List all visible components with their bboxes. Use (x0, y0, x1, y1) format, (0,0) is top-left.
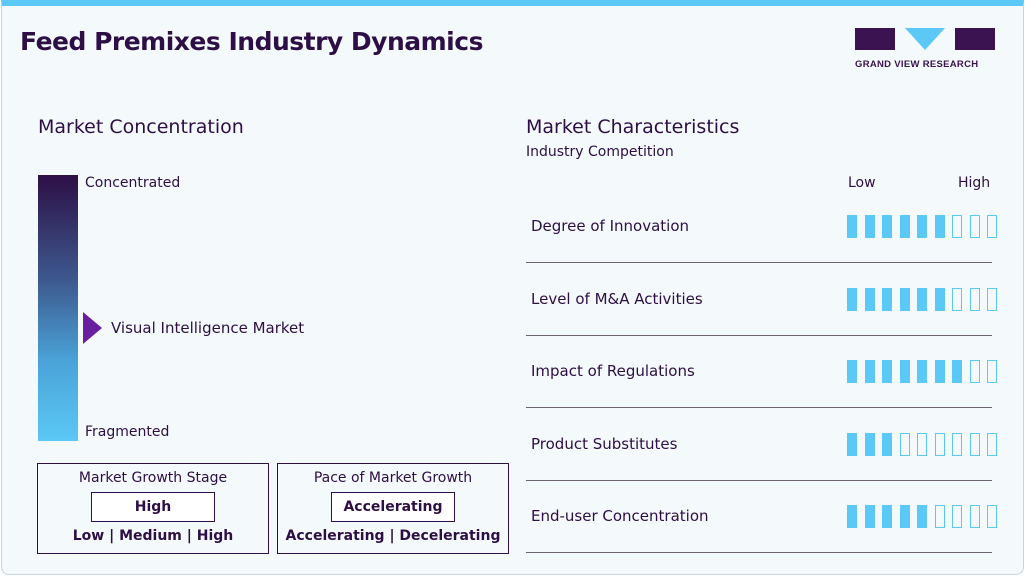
fragmented-label: Fragmented (85, 424, 170, 440)
level-cell-filled (847, 432, 857, 456)
level-cell-filled (864, 287, 875, 311)
level-cell-filled (882, 215, 892, 238)
level-cell-empty (934, 432, 945, 456)
level-cell-empty (987, 287, 997, 311)
logo-text: GRAND VIEW RESEARCH (855, 59, 979, 70)
level-meter (847, 360, 997, 383)
pace-title: Pace of Market Growth (313, 470, 473, 486)
industry-competition-subheading: Industry Competition (526, 144, 674, 160)
characteristic-label: Product Substitutes (531, 434, 678, 453)
level-cell-empty (987, 432, 997, 456)
level-cell-empty (969, 360, 980, 383)
pace-options: Accelerating | Decelerating (285, 528, 501, 544)
level-cell-filled (934, 215, 945, 238)
level-cell-empty (969, 215, 980, 238)
level-meter (847, 432, 997, 456)
level-cell-filled (882, 432, 892, 456)
concentration-gradient-bar (38, 175, 78, 441)
level-cell-filled (934, 287, 945, 311)
level-cell-empty (987, 505, 997, 528)
level-cell-empty (952, 287, 962, 311)
level-cell-empty (899, 432, 910, 456)
level-cell-filled (847, 360, 857, 383)
level-cell-empty (969, 505, 980, 528)
market-characteristics-heading: Market Characteristics (526, 116, 740, 138)
level-cell-filled (864, 505, 875, 528)
level-cell-empty (917, 432, 927, 456)
pace-value: Accelerating (331, 492, 455, 522)
level-cell-filled (882, 360, 892, 383)
characteristic-label: End-user Concentration (531, 507, 709, 525)
high-label: High (958, 175, 991, 191)
level-cell-empty (987, 215, 997, 238)
market-marker-label: Visual Intelligence Market (111, 319, 305, 337)
characteristic-row: End-user Concentration (526, 480, 997, 553)
level-meter (847, 215, 997, 238)
low-label: Low (848, 175, 876, 191)
level-cell-filled (917, 360, 927, 383)
growth-stage-value: High (91, 492, 215, 522)
level-cell-filled (899, 360, 910, 383)
level-cell-empty (934, 505, 945, 528)
level-cell-filled (847, 287, 857, 311)
characteristic-label: Level of M&A Activities (531, 289, 703, 308)
marker-arrow-icon (83, 312, 102, 344)
level-cell-filled (864, 360, 875, 383)
level-cell-empty (969, 432, 980, 456)
level-cell-filled (899, 215, 910, 238)
level-cell-filled (917, 215, 927, 238)
characteristic-row: Product Substitutes (526, 408, 997, 481)
market-growth-stage-box: Market Growth Stage High Low | Medium | … (37, 463, 269, 554)
level-meter (847, 505, 997, 528)
grand-view-research-logo: GRAND VIEW RESEARCH (855, 28, 997, 70)
growth-stage-title: Market Growth Stage (78, 470, 228, 486)
level-cell-filled (882, 287, 892, 311)
level-cell-empty (987, 360, 997, 383)
level-cell-empty (952, 215, 962, 238)
characteristic-row: Impact of Regulations (526, 335, 997, 408)
level-cell-filled (847, 215, 857, 238)
level-cell-empty (952, 432, 962, 456)
page-title: Feed Premixes Industry Dynamics (20, 27, 483, 56)
level-cell-filled (847, 505, 857, 528)
characteristic-label: Impact of Regulations (531, 362, 695, 380)
level-cell-filled (864, 215, 875, 238)
level-cell-empty (969, 287, 980, 311)
level-cell-filled (934, 360, 945, 383)
level-cell-filled (899, 287, 910, 311)
level-cell-empty (952, 505, 962, 528)
level-cell-filled (899, 505, 910, 528)
market-concentration-heading: Market Concentration (38, 116, 244, 138)
level-cell-filled (952, 360, 962, 383)
characteristic-row: Level of M&A Activities (526, 263, 997, 336)
level-meter (847, 287, 997, 311)
level-cell-filled (917, 287, 927, 311)
concentrated-label: Concentrated (85, 175, 181, 191)
growth-stage-options: Low | Medium | High (72, 528, 234, 544)
level-cell-filled (917, 505, 927, 528)
characteristic-label: Degree of Innovation (531, 217, 690, 235)
pace-of-market-growth-box: Pace of Market Growth Accelerating Accel… (277, 463, 509, 554)
characteristic-row: Degree of Innovation (526, 190, 997, 263)
level-cell-filled (864, 432, 875, 456)
level-cell-filled (882, 505, 892, 528)
